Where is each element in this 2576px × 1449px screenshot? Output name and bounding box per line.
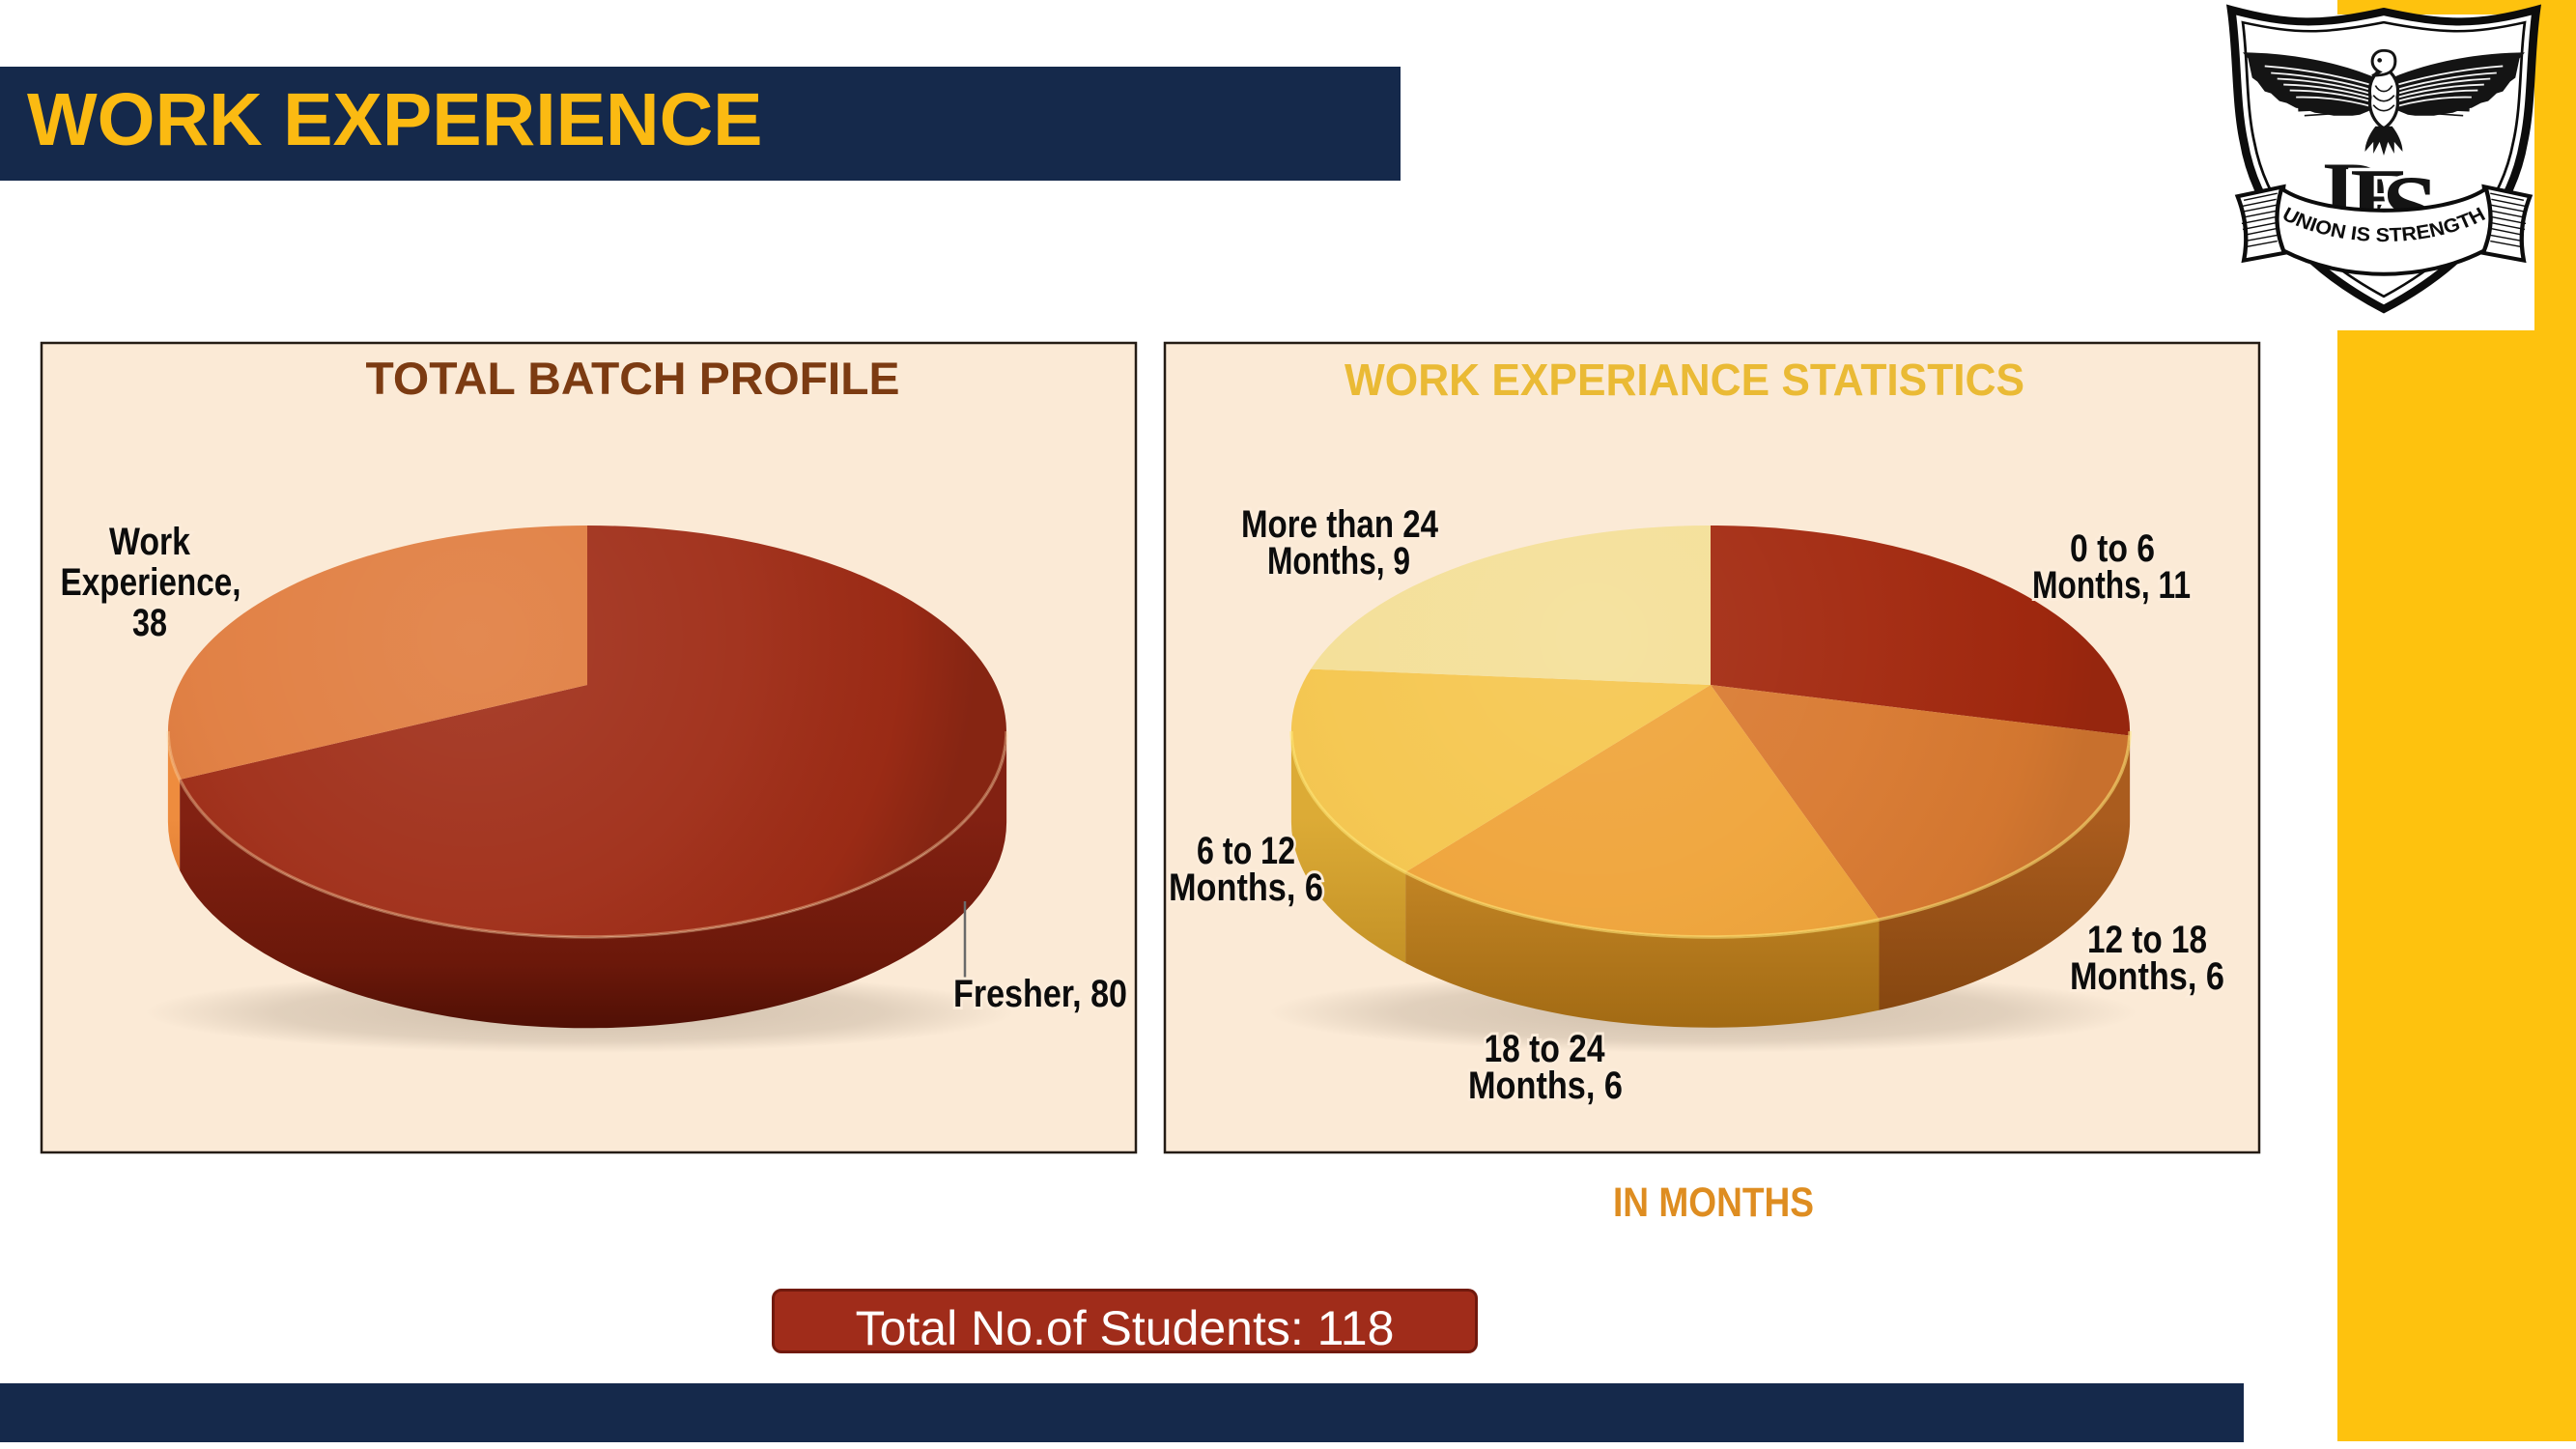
svg-text:Months, 6: Months, 6 (1169, 867, 1323, 909)
svg-text:12 to 18: 12 to 18 (2087, 919, 2207, 961)
svg-text:Months, 9: Months, 9 (1267, 540, 1410, 582)
svg-text:38: 38 (132, 602, 167, 644)
svg-text:Months, 11: Months, 11 (2032, 564, 2191, 607)
svg-text:Fresher, 80: Fresher, 80 (953, 973, 1127, 1015)
svg-text:0 to 6: 0 to 6 (2070, 527, 2155, 570)
svg-text:Experience,: Experience, (61, 561, 241, 604)
svg-text:Work: Work (109, 521, 191, 563)
svg-text:18 to 24: 18 to 24 (1485, 1028, 1606, 1070)
svg-text:6 to 12: 6 to 12 (1197, 830, 1295, 872)
svg-text:WORK EXPERIANCE STATISTICS: WORK EXPERIANCE STATISTICS (1345, 355, 2024, 405)
svg-text:TOTAL BATCH PROFILE: TOTAL BATCH PROFILE (366, 353, 900, 404)
svg-text:IN MONTHS: IN MONTHS (1613, 1179, 1814, 1226)
svg-text:Months, 6: Months, 6 (2070, 955, 2224, 998)
svg-text:Months, 6: Months, 6 (1468, 1065, 1623, 1107)
svg-text:More than 24: More than 24 (1241, 503, 1439, 546)
